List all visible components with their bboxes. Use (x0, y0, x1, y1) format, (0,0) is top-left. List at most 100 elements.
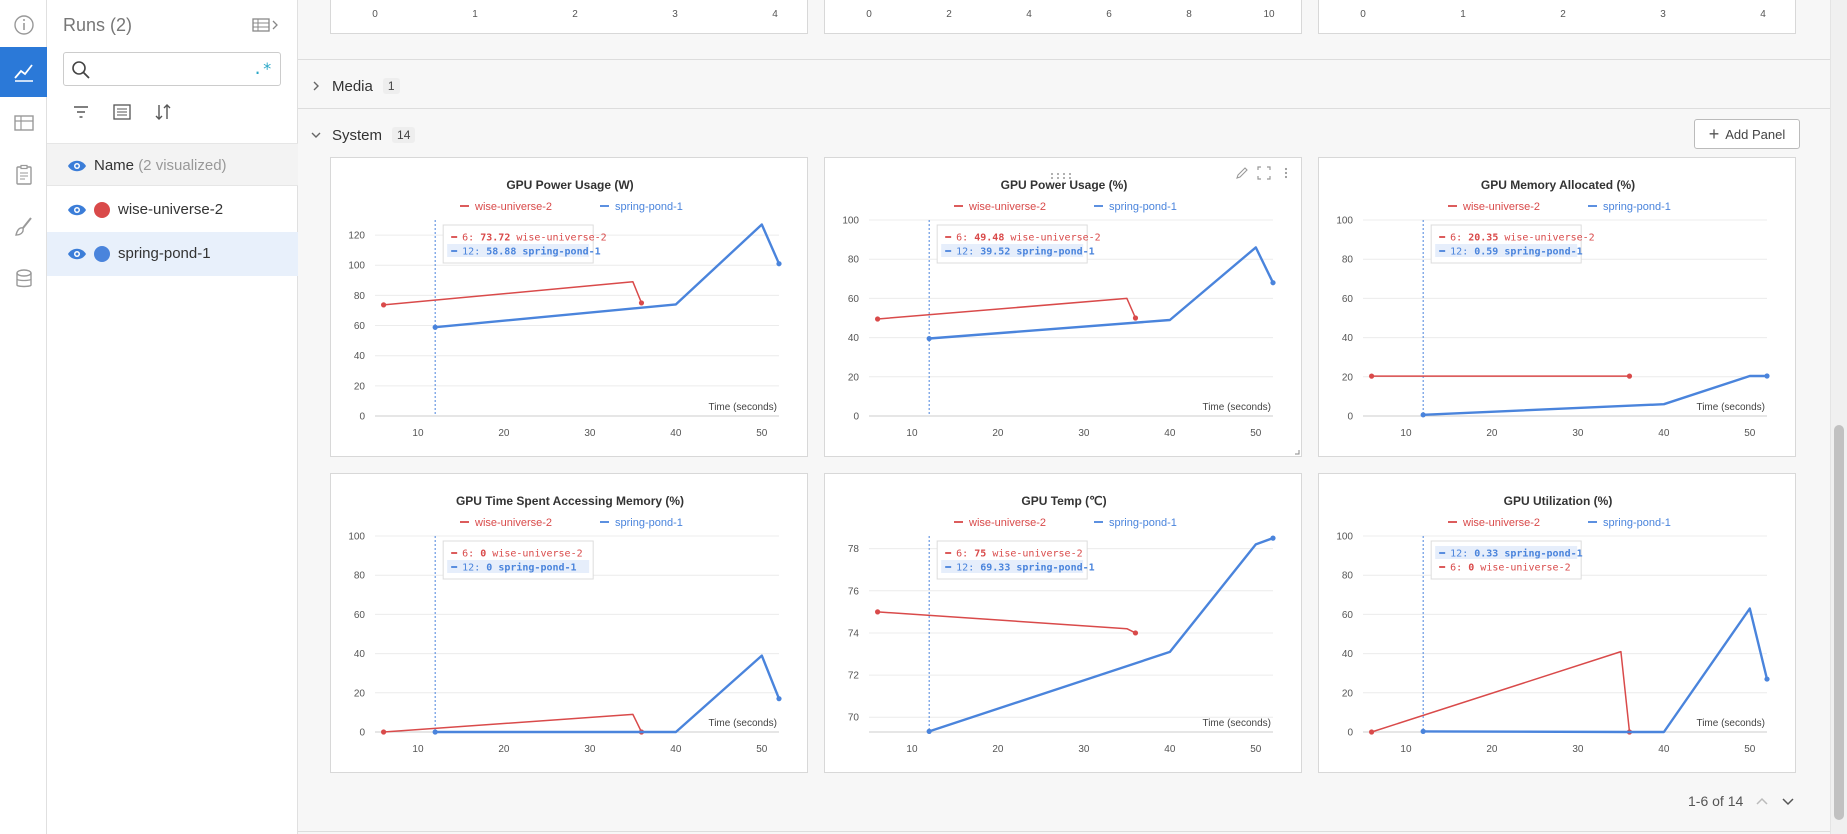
tooltip-value: 0.33 (1474, 549, 1498, 560)
series-line-spring-pond-1[interactable] (1423, 607, 1769, 734)
y-tick-label: 20 (848, 372, 860, 383)
series-line-wise-universe-2[interactable] (877, 611, 1136, 634)
icon-rail (0, 0, 47, 834)
section-system-header[interactable]: System 14 (310, 123, 416, 147)
series-line-wise-universe-2[interactable] (383, 713, 643, 733)
clipboard-icon[interactable] (0, 150, 47, 200)
series-line-spring-pond-1[interactable] (928, 536, 1274, 733)
y-tick-label: 120 (348, 231, 365, 242)
run-color-dot[interactable] (94, 202, 110, 218)
y-tick-label: 40 (354, 351, 366, 362)
more-options-icon[interactable] (1279, 166, 1293, 180)
series-line-wise-universe-2[interactable] (383, 281, 643, 306)
run-row[interactable]: spring-pond-1 (47, 232, 298, 276)
page-scrollbar[interactable] (1830, 0, 1847, 834)
chart-panel[interactable]: 0 2 4 6 8 10 (824, 0, 1302, 34)
tooltip-step: 12: (956, 247, 974, 258)
runs-sidebar: Runs (2) .* Name (2 visualized) wise-uni… (47, 0, 298, 834)
name-column-header[interactable]: Name (2 visualized) (94, 157, 227, 174)
info-icon[interactable] (0, 0, 47, 50)
chart-title: GPU Memory Allocated (%) (1481, 178, 1635, 192)
line-chart: GPU Power Usage (%) wise-universe-2 spring… (842, 178, 1300, 455)
x-tick-label: 30 (1078, 744, 1090, 755)
tooltip-value: 0 (486, 563, 492, 574)
series-line-wise-universe-2[interactable] (1371, 650, 1631, 733)
chart-panel[interactable]: 0 1 2 3 4 (330, 0, 808, 34)
chart-legend: wise-universe-2 spring-pond-1 (954, 517, 1177, 529)
series-line-spring-pond-1[interactable] (435, 654, 781, 734)
chart-panel[interactable]: GPU Temp (℃) wise-universe-2 spring-pond-1… (824, 473, 1302, 773)
line-chart: GPU Time Spent Accessing Memory (%) wise-… (348, 494, 782, 755)
table-icon[interactable] (0, 98, 47, 148)
x-tick-label: 30 (1572, 428, 1584, 439)
tooltip-row: 6: 73.72 wise-universe-2 (462, 233, 607, 244)
run-row[interactable]: wise-universe-2 (47, 188, 298, 232)
chart-panel[interactable]: GPU Power Usage (W) wise-universe-2 spring… (330, 157, 808, 457)
chart-panel[interactable]: GPU Memory Allocated (%) wise-universe-2 s… (1318, 157, 1796, 457)
scrollbar-thumb[interactable] (1834, 425, 1844, 820)
database-icon[interactable] (0, 254, 47, 304)
data-point (380, 302, 387, 308)
group-icon[interactable] (110, 100, 134, 124)
x-tick-label: 50 (1744, 428, 1756, 439)
edit-icon[interactable] (1235, 166, 1249, 180)
tooltip-highlight (941, 560, 1084, 573)
sort-icon[interactable] (151, 100, 175, 124)
chart-panel[interactable]: GPU Time Spent Accessing Memory (%) wise-… (330, 473, 808, 773)
section-media-header[interactable]: Media 1 (310, 74, 400, 98)
chevron-down-icon[interactable] (1781, 794, 1795, 808)
fullscreen-icon[interactable] (1257, 166, 1271, 180)
add-panel-button[interactable]: + Add Panel (1694, 119, 1800, 149)
tooltip-row: 12: 0 spring-pond-1 (462, 562, 576, 574)
y-tick-label: 80 (1342, 571, 1354, 582)
run-name[interactable]: spring-pond-1 (118, 245, 211, 262)
run-name[interactable]: wise-universe-2 (118, 201, 224, 218)
filter-icon[interactable] (69, 100, 93, 124)
expand-table-icon[interactable] (252, 16, 280, 34)
data-point (432, 729, 438, 735)
hover-tooltip: 6: 73.72 wise-universe-2 12: 58.88 spring… (442, 224, 607, 264)
x-tick-label: 10 (1400, 428, 1412, 439)
brush-icon[interactable] (0, 202, 47, 252)
tooltip-run-name: wise-universe-2 (1504, 233, 1594, 244)
chart-title: GPU Power Usage (%) (1001, 178, 1128, 192)
charts-icon[interactable] (0, 47, 47, 97)
series-line-spring-pond-1[interactable] (929, 246, 1275, 340)
pagination: 1-6 of 14 (1688, 793, 1795, 809)
section-title: System (332, 126, 383, 144)
series-line-spring-pond-1[interactable] (1423, 374, 1767, 416)
y-tick-label: 72 (848, 671, 860, 682)
regex-toggle-icon[interactable]: .* (252, 59, 272, 78)
x-tick-label: 1 (1460, 9, 1466, 20)
tooltip-value: 0 (480, 549, 486, 560)
resize-handle-icon[interactable] (1295, 450, 1300, 455)
x-axis-label: Time (seconds) (1696, 402, 1765, 413)
chevron-up-icon[interactable] (1755, 794, 1769, 808)
legend-label: spring-pond-1 (1109, 517, 1177, 529)
y-tick-label: 60 (1342, 294, 1354, 305)
tooltip-step: 12: (1450, 247, 1468, 258)
series-line-wise-universe-2[interactable] (877, 297, 1137, 320)
chart-panel[interactable]: GPU Power Usage (%) wise-universe-2 spring… (824, 157, 1302, 457)
x-tick-label: 4 (772, 9, 778, 20)
y-tick-label: 60 (354, 610, 366, 621)
tooltip-value: 20.35 (1468, 233, 1498, 244)
eye-icon[interactable] (67, 203, 87, 217)
y-tick-label: 100 (1336, 216, 1353, 227)
search-input[interactable] (94, 59, 244, 79)
series-line-spring-pond-1[interactable] (435, 223, 781, 329)
section-divider (298, 831, 1830, 832)
chart-panel[interactable]: 0 1 2 3 4 (1318, 0, 1796, 34)
legend-label: wise-universe-2 (474, 517, 552, 529)
tooltip-highlight (1435, 244, 1578, 257)
tooltip-row: 12: 58.88 spring-pond-1 (462, 246, 601, 258)
chart-panel[interactable]: GPU Utilization (%) wise-universe-2 spring… (1318, 473, 1796, 773)
run-color-dot[interactable] (94, 246, 110, 262)
eye-icon[interactable] (67, 247, 87, 261)
x-tick-label: 20 (498, 428, 510, 439)
drag-handle-icon[interactable] (1050, 167, 1076, 179)
run-search-box[interactable]: .* (63, 52, 281, 86)
eye-icon[interactable] (67, 159, 87, 173)
tooltip-value: 73.72 (480, 233, 510, 244)
y-tick-label: 20 (354, 381, 366, 392)
